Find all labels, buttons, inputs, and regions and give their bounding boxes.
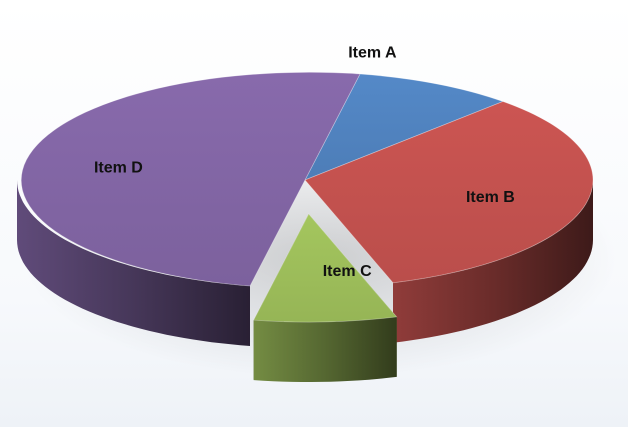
slice-item-d [20,71,361,287]
slice-label-item-b: Item B [466,189,515,206]
slice-side-item-d [17,180,250,346]
slice-side-item-c [253,316,397,382]
slice-item-c [253,213,398,323]
pie-labels: Item A Item B Item C Item D [94,44,515,280]
slice-item-b [304,101,594,284]
slice-label-item-c: Item C [323,263,372,280]
slice-label-item-d: Item D [94,159,143,176]
pie-top-faces [20,71,594,323]
slice-label-item-a: Item A [348,44,397,61]
slice-item-a [304,73,505,181]
slice-side-item-b [393,180,593,343]
